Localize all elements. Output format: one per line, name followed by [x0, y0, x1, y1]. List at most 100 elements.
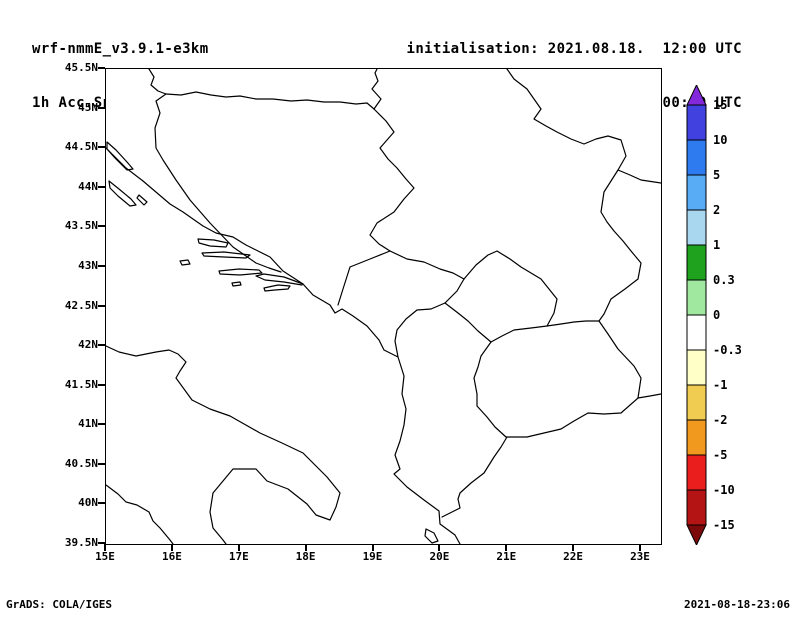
lon-tick-mark [170, 544, 173, 551]
lat-tick-label: 42N [78, 338, 98, 352]
lat-tick-mark [98, 383, 105, 386]
lon-tick-mark [505, 544, 508, 551]
lat-tick-mark [98, 502, 105, 505]
border-romania-bulgaria [617, 169, 661, 184]
colorbar-tick-label: 1 [713, 238, 721, 252]
lat-tick-mark [98, 185, 105, 188]
colorbar-tick-label: -15 [713, 518, 735, 532]
lat-tick-label: 40N [78, 496, 98, 510]
colorbar-tick-label: 10 [713, 133, 728, 147]
lat-tick-label: 45N [78, 100, 98, 114]
lat-tick-mark [98, 542, 105, 544]
colorbar-tick-label: -0.3 [713, 343, 742, 357]
lon-tick-mark [572, 544, 575, 551]
lat-tick-label: 39.5N [64, 536, 98, 549]
lat-tick-label: 44N [78, 179, 98, 193]
lat-tick-label: 41N [78, 417, 98, 431]
lon-tick-label: 20E [429, 550, 450, 563]
lat-tick-mark [98, 344, 105, 347]
border-greece-north [505, 393, 661, 438]
lon-tick-label: 22E [563, 550, 584, 563]
border-serbia-bulgaria [598, 169, 642, 322]
island-korcula [218, 268, 263, 276]
island-mljet [263, 284, 291, 292]
border-croatia-bosnia-sava [165, 91, 375, 110]
border-bosnia-serbia-drina [369, 108, 415, 252]
colorbar-segment [686, 349, 707, 386]
lat-tick-label: 43N [78, 258, 98, 272]
lat-tick-mark [98, 146, 105, 149]
island-brac [197, 238, 229, 248]
border-montenegro-kosovo [444, 278, 465, 304]
colorbar-tick-label: -5 [713, 448, 728, 462]
colorbar-svg [686, 83, 707, 547]
colorbar-tick-label: -10 [713, 483, 735, 497]
coastline-peljesac [255, 273, 304, 286]
border-albania-greece [441, 436, 508, 518]
lon-tick-label: 23E [630, 550, 650, 563]
colorbar-segment [686, 174, 707, 211]
border-slovenia-croatia [148, 69, 167, 95]
lat-tick-mark [98, 67, 105, 69]
lat-tick-label: 44.5N [64, 140, 98, 154]
border-albania-macedonia [473, 341, 507, 438]
island-lastovo [231, 281, 242, 287]
lon-tick-label: 16E [161, 550, 182, 563]
colorbar-segment [686, 489, 707, 526]
lat-tick-mark [98, 304, 105, 307]
colorbar-arrow-down [686, 524, 707, 547]
border-bosnia-croatia-west [154, 93, 282, 273]
border-macedonia-bulgaria [598, 320, 642, 399]
lat-tick-mark [98, 462, 105, 465]
model-title: wrf-nmmE_v3.9.1-e3km [32, 41, 209, 57]
border-serbia-romania [506, 69, 627, 171]
colorbar-segment [686, 384, 707, 421]
lon-tick-label: 18E [295, 550, 316, 563]
border-montenegro-serbia [389, 250, 465, 280]
lon-tick-label: 17E [228, 550, 249, 563]
coastline-italy-east [106, 345, 341, 544]
grads-credit: GrADS: COLA/IGES [6, 598, 112, 611]
colorbar-segment [686, 139, 707, 176]
border-kosovo [444, 250, 558, 343]
map-svg [106, 69, 661, 544]
coastline-italy-west [106, 484, 174, 544]
lat-tick-mark [98, 423, 105, 426]
colorbar [685, 83, 709, 547]
border-croatia-serbia [371, 69, 382, 110]
colorbar-tick-label: -1 [713, 378, 728, 392]
init-time: initialisation: 2021.08.18. 12:00 UTC [406, 41, 742, 57]
lon-tick-label: 15E [95, 550, 115, 563]
map-plot-area [105, 68, 662, 545]
colorbar-segment [686, 279, 707, 316]
island-kornati [136, 194, 148, 206]
lat-tick-mark [98, 264, 105, 267]
coastline-adriatic-east [106, 147, 461, 544]
lon-tick-mark [304, 544, 307, 551]
lat-tick-label: 43.5N [64, 219, 98, 233]
lon-tick-label: 19E [362, 550, 383, 563]
lat-tick-label: 41.5N [64, 377, 98, 391]
lon-tick-mark [639, 544, 641, 551]
lat-tick-label: 45.5N [64, 61, 98, 74]
lon-tick-mark [104, 544, 106, 551]
colorbar-segment [686, 314, 707, 351]
colorbar-segment [686, 104, 707, 141]
colorbar-tick-label: 0 [713, 308, 721, 322]
island-hvar [201, 251, 251, 259]
colorbar-tick-label: 0.3 [713, 273, 735, 287]
colorbar-segment [686, 244, 707, 281]
colorbar-tick-label: 2 [713, 203, 721, 217]
lon-tick-mark [438, 544, 441, 551]
lon-tick-mark [371, 544, 374, 551]
lon-tick-mark [237, 544, 240, 551]
colorbar-arrow-up [686, 83, 707, 106]
colorbar-segment [686, 209, 707, 246]
border-bosnia-montenegro [337, 250, 391, 306]
colorbar-tick-label: 5 [713, 168, 721, 182]
border-montenegro-albania [394, 302, 446, 358]
colorbar-segment [686, 454, 707, 491]
island-corfu [424, 528, 439, 544]
border-serbia-macedonia [546, 320, 600, 327]
